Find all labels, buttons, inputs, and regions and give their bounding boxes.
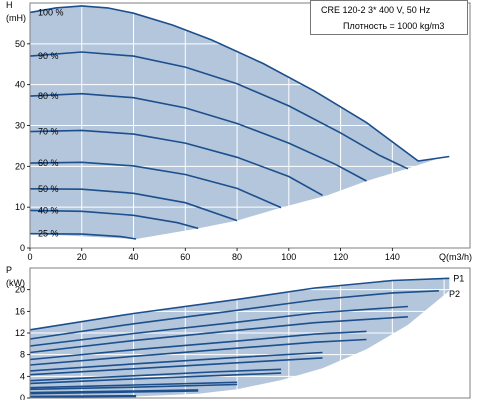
curve-7 — [29, 351, 323, 372]
x-axis-label: Q(m3/h) — [439, 252, 472, 262]
operating-area — [30, 5, 450, 240]
curve-1 — [29, 277, 450, 331]
y-tick-label: 12 — [15, 328, 25, 338]
curve-9 — [29, 368, 282, 382]
x-tick-label: 40 — [129, 252, 139, 262]
curve-16 — [29, 395, 137, 398]
curve-label: 40 % — [38, 205, 59, 215]
curve-6 — [29, 338, 367, 366]
y-tick-label: 8 — [20, 350, 25, 360]
y-tick-label: 16 — [15, 306, 25, 316]
curve-1 — [29, 5, 450, 162]
curve-7 — [29, 209, 199, 230]
curve-label: 50 % — [38, 184, 59, 194]
curve-14 — [29, 390, 199, 395]
y-tick-label: 30 — [15, 121, 25, 131]
curve-label: 70 % — [38, 127, 59, 137]
grid-lines — [30, 268, 470, 398]
curve-label: 80 % — [38, 91, 59, 101]
y-axis-label: H — [6, 0, 13, 10]
x-tick-label: 60 — [180, 252, 190, 262]
curve-2 — [29, 290, 439, 340]
grid-lines — [30, 3, 470, 248]
y-tick-label: 10 — [15, 202, 25, 212]
curve-8 — [29, 232, 137, 240]
curve-3 — [29, 92, 367, 182]
curve-2 — [29, 51, 409, 170]
curve-3 — [29, 305, 408, 347]
pump-info-box: CRE 120-2 3* 400 V, 50 Hz Плотность = 10… — [310, 0, 468, 35]
x-tick-label: 20 — [77, 252, 87, 262]
curve-11 — [29, 381, 238, 389]
curve-label: 100 % — [38, 7, 64, 17]
p1-label: P1 — [453, 273, 464, 283]
y-tick-label: 40 — [15, 80, 25, 90]
y-tick-label: 0 — [20, 243, 25, 253]
y-axis-unit: (mH) — [6, 13, 26, 23]
x-tick-label: 80 — [232, 252, 242, 262]
x-tick-label: 120 — [333, 252, 348, 262]
y-tick-label: 4 — [20, 371, 25, 381]
pump-model-label: CRE 120-2 3* 400 V, 50 Hz — [321, 5, 431, 15]
head-chart: 100 % 90 % 80 % 70 % 60 % 50 % 40 % 25 % 0 10 20 30… — [6, 0, 472, 262]
y-tick-label: 20 — [15, 285, 25, 295]
y-axis-label: P — [6, 265, 12, 275]
operating-area — [30, 278, 450, 398]
curve-label: 25 % — [38, 229, 59, 239]
curve-8 — [29, 357, 323, 376]
curve-5 — [29, 161, 282, 209]
curve-label: 90 % — [38, 51, 59, 61]
y-tick-label: 20 — [15, 161, 25, 171]
curve-10 — [29, 372, 282, 385]
density-label: Плотность = 1000 kg/m3 — [343, 21, 445, 31]
x-tick-label: 0 — [27, 252, 32, 262]
y-tick-label: 0 — [20, 393, 25, 400]
y-axis-unit: (kW) — [6, 278, 25, 288]
curve-6 — [29, 188, 238, 222]
x-tick-label: 100 — [281, 252, 296, 262]
curve-4 — [29, 129, 323, 196]
power-chart: 0 4 8 12 16 20P (kW) P1 P2 — [6, 265, 471, 400]
curve-12 — [29, 383, 238, 391]
curve-13 — [29, 389, 199, 394]
y-tick-label: 50 — [15, 39, 25, 49]
x-tick-label: 140 — [385, 252, 400, 262]
p2-label: P2 — [449, 289, 460, 299]
curve-5 — [29, 330, 367, 361]
curve-label: 60 % — [38, 158, 59, 168]
curve-4 — [29, 316, 408, 354]
